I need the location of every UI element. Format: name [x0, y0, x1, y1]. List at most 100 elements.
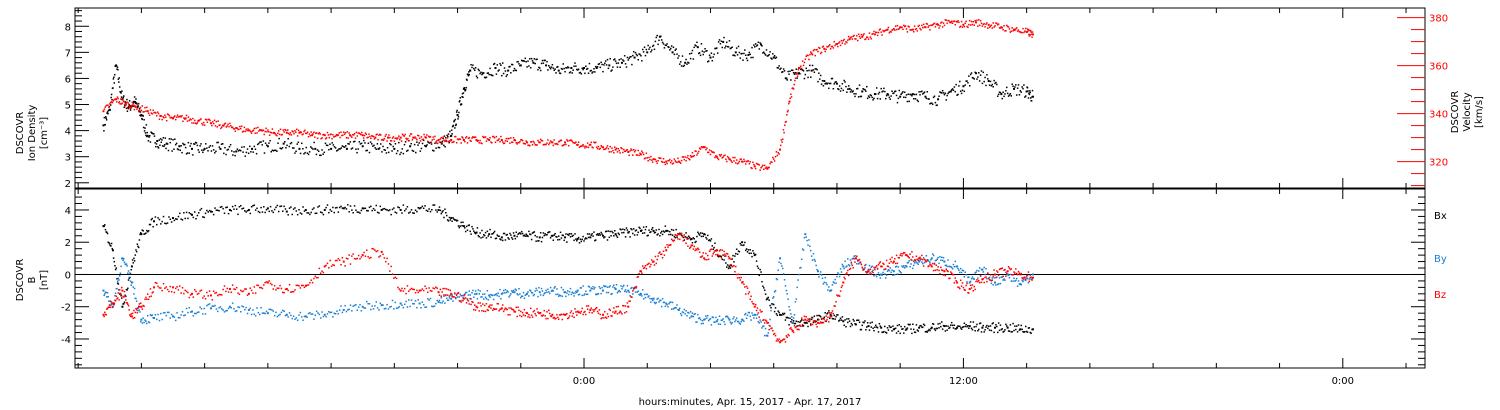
bx-point	[206, 209, 208, 212]
bz-point	[375, 250, 378, 253]
velocity-point	[797, 68, 800, 71]
density-point	[542, 62, 545, 64]
by-point	[195, 312, 197, 315]
velocity-point	[330, 133, 332, 135]
bx-point	[886, 327, 889, 329]
bx-point	[526, 234, 529, 237]
velocity-point	[830, 45, 833, 48]
bz-point	[791, 329, 794, 332]
bx-point	[965, 323, 967, 326]
velocity-point	[350, 135, 352, 137]
velocity-point	[839, 44, 842, 47]
by-point	[581, 294, 583, 297]
velocity-point	[840, 39, 843, 42]
bz-point	[922, 258, 924, 261]
density-point	[523, 60, 526, 62]
by-point	[656, 298, 658, 300]
bx-point	[774, 307, 777, 309]
density-point	[413, 143, 416, 146]
bx-point	[839, 317, 842, 320]
bz-point	[827, 316, 829, 319]
velocity-point	[790, 96, 793, 98]
velocity-point	[680, 159, 683, 162]
bx-point	[780, 314, 782, 316]
bx-point	[909, 323, 911, 326]
bx-point	[731, 258, 733, 260]
bz-point	[457, 292, 460, 294]
bz-point	[448, 295, 451, 297]
bx-point	[216, 209, 219, 212]
velocity-point	[972, 21, 975, 23]
by-point	[542, 294, 545, 297]
density-point	[968, 75, 970, 77]
density-point	[137, 102, 140, 105]
velocity-point	[1022, 27, 1024, 30]
by-point	[685, 310, 687, 312]
velocity-point	[328, 136, 331, 139]
velocity-point	[189, 118, 191, 120]
by-point	[586, 293, 589, 296]
by-point	[391, 299, 394, 302]
density-point	[110, 93, 113, 96]
bz-point	[238, 293, 241, 296]
velocity-point	[530, 140, 533, 143]
velocity-point	[130, 106, 132, 109]
by-point	[636, 291, 639, 293]
velocity-point	[187, 116, 190, 118]
density-point	[839, 90, 842, 92]
density-point	[445, 137, 447, 139]
velocity-point	[849, 36, 852, 39]
velocity-point	[769, 162, 771, 165]
velocity-point	[249, 129, 251, 132]
density-point	[188, 152, 191, 154]
bz-point	[782, 338, 785, 340]
velocity-point	[636, 154, 639, 156]
density-point	[902, 91, 904, 93]
bx-point	[670, 228, 673, 231]
by-point	[253, 313, 256, 315]
bz-point	[903, 252, 906, 254]
density-point	[651, 49, 653, 51]
bz-point	[322, 271, 325, 274]
density-point	[124, 101, 126, 103]
bz-point	[264, 281, 266, 284]
bx-point	[323, 208, 326, 211]
bx-point	[256, 207, 258, 210]
density-point	[798, 72, 801, 75]
bz-point	[666, 244, 668, 246]
density-point	[672, 46, 675, 49]
velocity-point	[158, 118, 161, 121]
velocity-point	[1012, 30, 1014, 32]
by-point	[401, 304, 403, 307]
bz-point	[567, 317, 570, 319]
velocity-point	[297, 129, 300, 132]
velocity-point	[138, 109, 141, 111]
by-point	[422, 303, 425, 306]
bx-point	[114, 264, 116, 267]
velocity-point	[710, 150, 713, 152]
velocity-point	[548, 142, 551, 144]
velocity-point	[841, 42, 844, 44]
bz-point	[231, 284, 234, 286]
density-point	[873, 97, 875, 100]
bz-point	[743, 283, 745, 285]
by-point	[498, 295, 500, 298]
by-point	[819, 273, 821, 276]
by-point	[865, 263, 867, 266]
by-point	[276, 315, 279, 318]
velocity-point	[669, 161, 672, 164]
bz-point	[622, 305, 624, 307]
velocity-point	[902, 28, 904, 31]
by-point	[597, 292, 600, 295]
velocity-point	[600, 144, 602, 147]
bz-point	[805, 316, 807, 318]
velocity-point	[699, 148, 702, 150]
velocity-point	[613, 146, 616, 148]
bz-point	[480, 305, 482, 307]
density-point	[242, 151, 244, 153]
velocity-point	[679, 161, 681, 163]
bz-point	[263, 284, 265, 286]
bx-point	[519, 232, 521, 234]
bz-point	[934, 269, 937, 272]
bz-point	[841, 284, 844, 287]
